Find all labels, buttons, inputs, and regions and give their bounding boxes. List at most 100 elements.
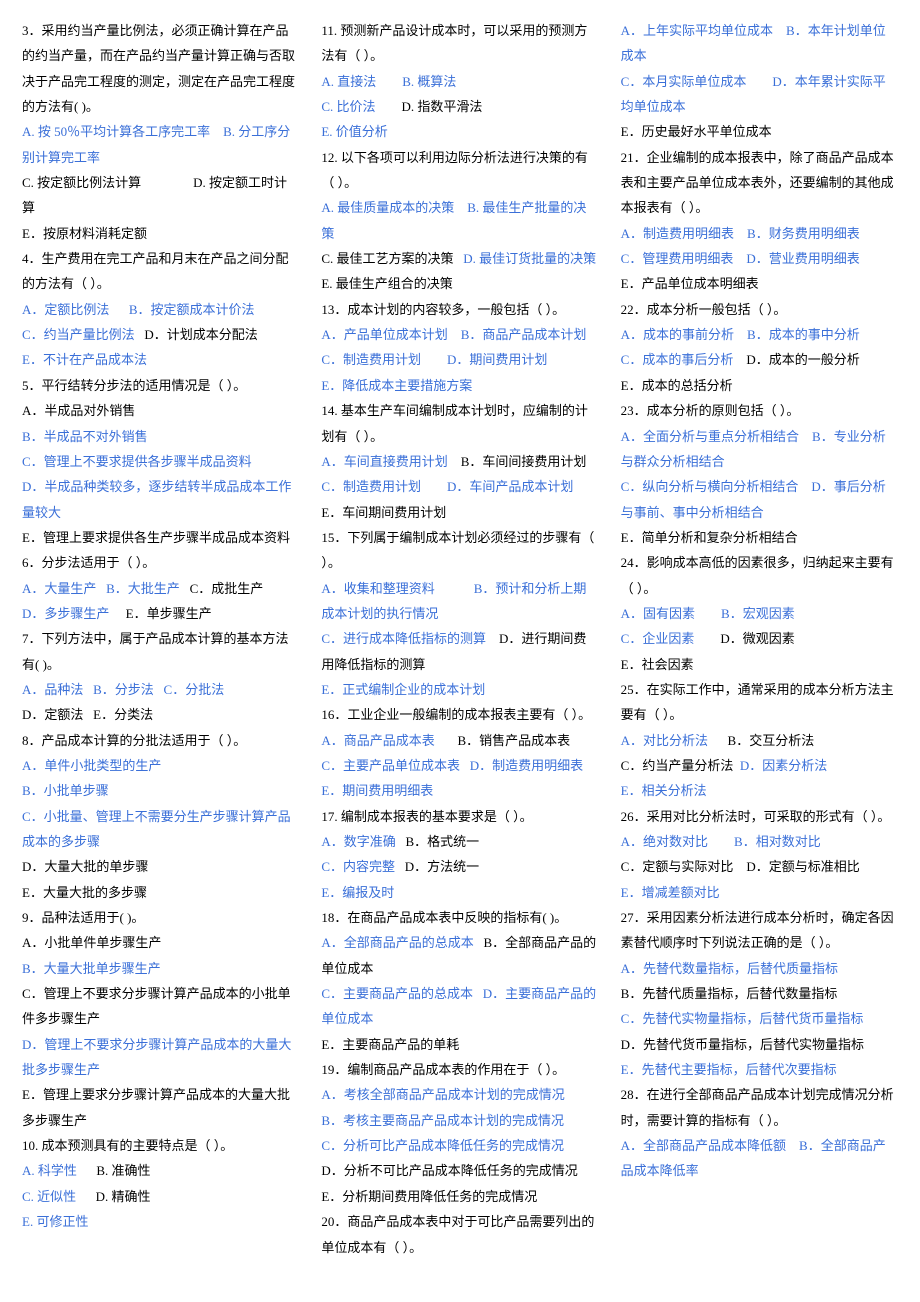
text-line: 4．生产费用在完工产品和月末在产品之间分配的方法有（ ）。 xyxy=(22,246,299,297)
text-segment: A．成本的事前分析 B．成本的事中分析 xyxy=(621,327,860,342)
text-segment xyxy=(210,124,223,139)
text-segment: C．成本的事后分析 xyxy=(621,352,734,367)
text-line: 20．商品产品成本表中对于可比产品需要列出的单位成本有（ ）。 xyxy=(321,1209,598,1260)
text-segment: 10. 成本预测具有的主要特点是（ ）。 xyxy=(22,1138,233,1153)
text-line: 25．在实际工作中，通常采用的成本分析方法主要有（ ）。 xyxy=(621,677,898,728)
text-segment: B．先替代质量指标，后替代数量指标 xyxy=(621,986,838,1001)
text-segment: C．约当产量分析法 xyxy=(621,758,740,773)
text-segment: A．产品单位成本计划 B．商品产品成本计划 xyxy=(321,327,586,342)
text-segment: C．成批生产 xyxy=(180,581,263,596)
text-segment: 7．下列方法中，属于产品成本计算的基本方法有( )。 xyxy=(22,631,289,671)
text-line: C．成本的事后分析 D．成本的一般分析 xyxy=(621,347,898,372)
text-line: D．管理上不要求分步骤计算产品成本的大量大批多步骤生产 xyxy=(22,1032,299,1083)
text-line: A．对比分析法 B．交互分析法 xyxy=(621,728,898,753)
text-line: E．相关分析法 xyxy=(621,778,898,803)
text-segment: D．成本的一般分析 xyxy=(733,352,859,367)
text-line: B．考核主要商品产品成本计划的完成情况 xyxy=(321,1108,598,1133)
text-segment: C．内容完整 xyxy=(321,859,395,874)
text-segment: E．分析期间费用降低任务的完成情况 xyxy=(321,1189,537,1204)
text-segment: 8．产品成本计算的分批法适用于（ ）。 xyxy=(22,733,246,748)
text-segment: C．约当产量比例法 xyxy=(22,327,135,342)
text-line: C．进行成本降低指标的测算 D．进行期间费用降低指标的测算 xyxy=(321,626,598,677)
text-line: 3．采用约当产量比例法，必须正确计算在产品的约当产量，而在产品约当产量计算正确与… xyxy=(22,18,299,119)
text-line: 24．影响成本高低的因素很多，归纳起来主要有（ ）。 xyxy=(621,550,898,601)
text-line: 27．采用因素分析法进行成本分析时，确定各因素替代顺序时下列说法正确的是（ ）。 xyxy=(621,905,898,956)
text-line: E. 可修正性 xyxy=(22,1209,299,1234)
text-segment: D．大量大批的单步骤 xyxy=(22,859,148,874)
text-line: B．大量大批单步骤生产 xyxy=(22,956,299,981)
text-line: E．按原材料消耗定额 xyxy=(22,221,299,246)
text-segment: A．定额比例法 B．按定额成本计价法 xyxy=(22,302,255,317)
text-segment: 25．在实际工作中，通常采用的成本分析方法主要有（ ）。 xyxy=(621,682,894,722)
text-line: 8．产品成本计算的分批法适用于（ ）。 xyxy=(22,728,299,753)
text-line: D．半成品种类较多，逐步结转半成品成本工作量较大 xyxy=(22,474,299,525)
text-line: A．定额比例法 B．按定额成本计价法 xyxy=(22,297,299,322)
text-line: 19．编制商品产品成本表的作用在于（ ）。 xyxy=(321,1057,598,1082)
text-line: E．正式编制企业的成本计划 xyxy=(321,677,598,702)
text-segment: A．上年实际平均单位成本 B．本年计划单位成本 xyxy=(621,23,886,63)
text-line: A．考核全部商品产品成本计划的完成情况 xyxy=(321,1082,598,1107)
text-line: C．约当产量分析法 D．因素分析法 xyxy=(621,753,898,778)
text-segment: A．固有因素 B．宏观因素 xyxy=(621,606,795,621)
text-segment: D．先替代货币量指标，后替代实物量指标 xyxy=(621,1037,864,1052)
text-segment: A. 最佳质量成本的决策 B. 最佳生产批量的决策 xyxy=(321,200,586,240)
text-line: E．管理上要求分步骤计算产品成本的大量大批多步骤生产 xyxy=(22,1082,299,1133)
text-segment: E. 可修正性 xyxy=(22,1214,88,1229)
text-segment: A．收集和整理资料 B．预计和分析上期成本计划的执行情况 xyxy=(321,581,586,621)
text-segment: 21．企业编制的成本报表中，除了商品产品成本表和主要产品单位成本表外，还要编制的… xyxy=(621,150,894,216)
text-line: 9．品种法适用于( )。 xyxy=(22,905,299,930)
text-line: 23．成本分析的原则包括（ ）。 xyxy=(621,398,898,423)
text-line: A．产品单位成本计划 B．商品产品成本计划 xyxy=(321,322,598,347)
text-segment: E．增减差额对比 xyxy=(621,885,720,900)
text-line: A．小批单件单步骤生产 xyxy=(22,930,299,955)
text-line: E．增减差额对比 xyxy=(621,880,898,905)
text-segment: D. 指数平滑法 xyxy=(376,99,483,114)
text-line: 12. 以下各项可以利用边际分析法进行决策的有（ ）。 xyxy=(321,145,598,196)
text-segment: 24．影响成本高低的因素很多，归纳起来主要有（ ）。 xyxy=(621,555,894,595)
text-line: E．分析期间费用降低任务的完成情况 xyxy=(321,1184,598,1209)
text-segment: A．数字准确 xyxy=(321,834,395,849)
text-line: E．车间期间费用计划 xyxy=(321,500,598,525)
text-segment: E．简单分析和复杂分析相结合 xyxy=(621,530,798,545)
text-segment: 11. 预测新产品设计成本时，可以采用的预测方法有（ ）。 xyxy=(321,23,587,63)
text-segment: E．期间费用明细表 xyxy=(321,783,433,798)
text-segment: A．全部商品产品成本降低额 B．全部商品产品成本降低率 xyxy=(621,1138,886,1178)
text-line: C．主要产品单位成本表 D．制造费用明细表 xyxy=(321,753,598,778)
text-line: C．主要商品产品的总成本 D．主要商品产品的单位成本 xyxy=(321,981,598,1032)
text-line: A．全部商品产品成本降低额 B．全部商品产品成本降低率 xyxy=(621,1133,898,1184)
text-segment: C．制造费用计划 D．期间费用计划 xyxy=(321,352,547,367)
text-segment: A．品种法 B．分步法 C．分批法 xyxy=(22,682,224,697)
text-segment: D．因素分析法 xyxy=(740,758,827,773)
text-line: E．管理上要求提供各生产步骤半成品成本资料 xyxy=(22,525,299,550)
text-segment: A．单件小批类型的生产 xyxy=(22,758,161,773)
text-line: E．期间费用明细表 xyxy=(321,778,598,803)
text-segment: 5．平行结转分步法的适用情况是（ ）。 xyxy=(22,378,246,393)
text-segment: 27．采用因素分析法进行成本分析时，确定各因素替代顺序时下列说法正确的是（ ）。 xyxy=(621,910,894,950)
text-line: A．半成品对外销售 xyxy=(22,398,299,423)
text-segment: D．方法统一 xyxy=(395,859,479,874)
text-line: A．制造费用明细表 B．财务费用明细表 xyxy=(621,221,898,246)
text-segment: 16．工业企业一般编制的成本报表主要有（ ）。 xyxy=(321,707,591,722)
text-line: 21．企业编制的成本报表中，除了商品产品成本表和主要产品单位成本表外，还要编制的… xyxy=(621,145,898,221)
text-line: C．定额与实际对比 D．定额与标准相比 xyxy=(621,854,898,879)
text-line: 26．采用对比分析法时，可采取的形式有（ ）。 xyxy=(621,804,898,829)
text-line: A. 科学性 B. 准确性 xyxy=(22,1158,299,1183)
text-segment: C．制造费用计划 D．车间产品成本计划 xyxy=(321,479,573,494)
text-line: C. 最佳工艺方案的决策 D. 最佳订货批量的决策 xyxy=(321,246,598,271)
text-segment: C．纵向分析与横向分析相结合 D．事后分析与事前、事中分析相结合 xyxy=(621,479,886,519)
text-segment: D．计划成本分配法 xyxy=(135,327,258,342)
text-line: A．先替代数量指标，后替代质量指标 xyxy=(621,956,898,981)
text-line: 10. 成本预测具有的主要特点是（ ）。 xyxy=(22,1133,299,1158)
text-segment: E．大量大批的多步骤 xyxy=(22,885,147,900)
text-line: A．品种法 B．分步法 C．分批法 xyxy=(22,677,299,702)
text-line: E. 价值分析 xyxy=(321,119,598,144)
text-segment: C．分析可比产品成本降低任务的完成情况 xyxy=(321,1138,564,1153)
text-segment: E．管理上要求分步骤计算产品成本的大量大批多步骤生产 xyxy=(22,1087,290,1127)
text-line: A．绝对数对比 B．相对数对比 xyxy=(621,829,898,854)
text-line: 5．平行结转分步法的适用情况是（ ）。 xyxy=(22,373,299,398)
text-segment: 15．下列属于编制成本计划必须经过的步骤有（ ）。 xyxy=(321,530,594,570)
text-line: C．先替代实物量指标，后替代货币量指标 xyxy=(621,1006,898,1031)
text-segment: C. 按定额比例法计算 D. 按定额工时计算 xyxy=(22,175,287,215)
text-line: 16．工业企业一般编制的成本报表主要有（ ）。 xyxy=(321,702,598,727)
text-line: E．大量大批的多步骤 xyxy=(22,880,299,905)
